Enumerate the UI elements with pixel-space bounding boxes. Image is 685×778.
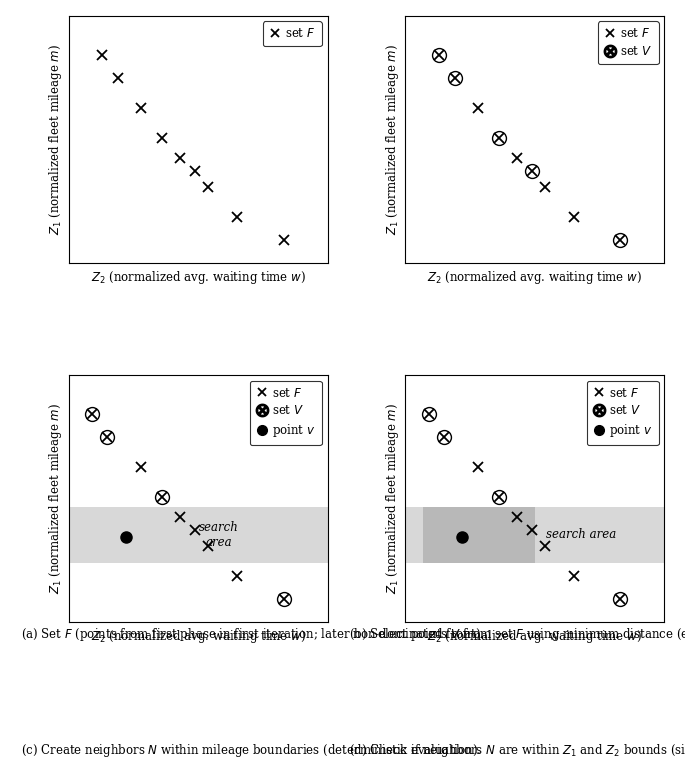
Legend: set $F$, set $V$, point $v$: set $F$, set $V$, point $v$ [250, 380, 322, 445]
Bar [423, 506, 535, 563]
X-axis label: $Z_2$ (normalized avg. waiting time $w$): $Z_2$ (normalized avg. waiting time $w$) [427, 628, 643, 645]
Y-axis label: $Z_1$ (normalized fleet mileage $m$): $Z_1$ (normalized fleet mileage $m$) [384, 403, 401, 594]
Bar [406, 506, 664, 563]
Text: search area: search area [547, 528, 616, 541]
Bar [68, 506, 327, 563]
Legend: set $F$: set $F$ [263, 22, 322, 46]
Y-axis label: $Z_1$ (normalized fleet mileage $m$): $Z_1$ (normalized fleet mileage $m$) [47, 403, 64, 594]
Y-axis label: $Z_1$ (normalized fleet mileage $m$): $Z_1$ (normalized fleet mileage $m$) [47, 44, 64, 235]
X-axis label: $Z_2$ (normalized avg. waiting time $w$): $Z_2$ (normalized avg. waiting time $w$) [427, 269, 643, 286]
Text: (b) Select points $V$ from set $F$ using minimum distance (exceptions: outer one: (b) Select points $V$ from set $F$ using… [349, 626, 685, 643]
X-axis label: $Z_2$ (normalized avg. waiting time $w$): $Z_2$ (normalized avg. waiting time $w$) [90, 628, 306, 645]
Legend: set $F$, set $V$: set $F$, set $V$ [598, 22, 658, 64]
X-axis label: $Z_2$ (normalized avg. waiting time $w$): $Z_2$ (normalized avg. waiting time $w$) [90, 269, 306, 286]
Text: (c) Create neighbors $N$ within mileage boundaries (deterministic evaluation).: (c) Create neighbors $N$ within mileage … [21, 741, 481, 759]
Legend: set $F$, set $V$, point $v$: set $F$, set $V$, point $v$ [587, 380, 658, 445]
Text: (d) Check if neighbors $N$ are within $Z_1$ and $Z_2$ bounds (simulation evaluat: (d) Check if neighbors $N$ are within $Z… [349, 741, 685, 759]
Text: search
area: search area [199, 521, 238, 549]
Text: (a) Set $F$ (points from first phase in first iteration; later non-dominated fro: (a) Set $F$ (points from first phase in … [21, 626, 484, 643]
Y-axis label: $Z_1$ (normalized fleet mileage $m$): $Z_1$ (normalized fleet mileage $m$) [384, 44, 401, 235]
